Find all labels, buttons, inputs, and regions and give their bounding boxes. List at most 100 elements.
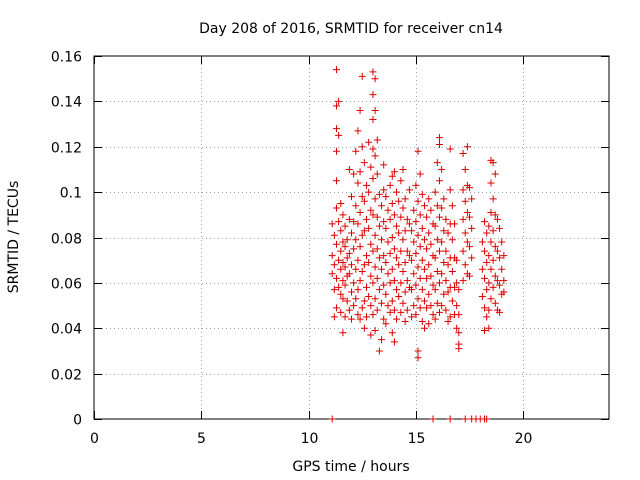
data-point — [375, 190, 383, 198]
x-axis-label: GPS time / hours — [292, 459, 409, 475]
data-point — [369, 247, 377, 255]
data-point — [485, 252, 493, 260]
data-point — [487, 209, 495, 217]
data-point — [352, 295, 360, 303]
data-point — [481, 304, 489, 312]
data-point — [332, 274, 340, 282]
data-point — [345, 249, 353, 257]
data-point — [412, 249, 420, 257]
x-tick-label: 0 — [90, 431, 99, 447]
data-point — [337, 199, 345, 207]
data-point — [350, 218, 358, 226]
data-point — [401, 258, 409, 266]
data-point — [371, 152, 379, 160]
data-point — [487, 295, 495, 303]
data-point — [444, 261, 452, 269]
plot-frame — [93, 55, 610, 420]
data-point — [337, 308, 345, 316]
data-point — [397, 308, 405, 316]
data-point — [435, 140, 443, 148]
data-point — [444, 288, 452, 296]
data-point — [369, 116, 377, 124]
data-point — [395, 261, 403, 269]
data-point — [388, 199, 396, 207]
data-point — [358, 304, 366, 312]
data-point — [363, 181, 371, 189]
data-point — [352, 147, 360, 155]
data-point — [360, 227, 368, 235]
data-point — [420, 265, 428, 273]
data-point — [373, 306, 381, 314]
data-point — [373, 274, 381, 282]
data-point — [500, 277, 508, 285]
data-point — [386, 279, 394, 287]
data-point — [378, 299, 386, 307]
data-point — [461, 229, 469, 237]
data-point — [416, 211, 424, 219]
data-point — [446, 145, 454, 153]
data-point — [382, 193, 390, 201]
data-point — [384, 206, 392, 214]
data-point — [410, 238, 418, 246]
data-point — [332, 177, 340, 185]
data-point — [408, 256, 416, 264]
data-point — [345, 215, 353, 223]
data-point — [365, 188, 373, 196]
data-point — [350, 302, 358, 310]
data-point — [478, 292, 486, 300]
data-point — [390, 338, 398, 346]
data-point — [401, 317, 409, 325]
data-point — [455, 286, 463, 294]
data-point — [425, 320, 433, 328]
y-tick-label: 0.14 — [51, 95, 82, 111]
data-point — [335, 256, 343, 264]
data-point — [330, 313, 338, 321]
data-point — [345, 306, 353, 314]
data-point — [371, 263, 379, 271]
data-point — [354, 127, 362, 135]
data-point — [384, 238, 392, 246]
data-point — [485, 222, 493, 230]
data-point — [343, 297, 351, 305]
data-point — [440, 227, 448, 235]
data-point — [367, 272, 375, 280]
data-point — [345, 270, 353, 278]
data-point — [369, 91, 377, 99]
data-point — [397, 213, 405, 221]
data-point — [491, 170, 499, 178]
data-point — [365, 258, 373, 266]
data-point — [390, 168, 398, 176]
data-point — [399, 204, 407, 212]
data-point — [397, 247, 405, 255]
data-point — [466, 184, 474, 192]
data-point — [358, 72, 366, 80]
data-point — [485, 324, 493, 332]
data-point — [328, 220, 336, 228]
data-point — [489, 256, 497, 264]
data-point — [382, 290, 390, 298]
data-point — [483, 258, 491, 266]
data-point — [373, 245, 381, 253]
data-point — [496, 254, 504, 262]
data-point — [498, 265, 506, 273]
data-point — [483, 229, 491, 237]
y-tick-label: 0.1 — [60, 186, 82, 202]
data-point — [328, 270, 336, 278]
data-point — [414, 147, 422, 155]
data-point — [420, 297, 428, 305]
y-tick-label: 0.16 — [51, 50, 82, 66]
data-point — [393, 286, 401, 294]
data-point — [390, 306, 398, 314]
data-point — [380, 252, 388, 260]
data-point — [373, 170, 381, 178]
data-point — [440, 290, 448, 298]
data-point — [435, 308, 443, 316]
data-point — [448, 236, 456, 244]
data-point — [330, 231, 338, 239]
data-point — [384, 270, 392, 278]
data-point — [418, 190, 426, 198]
data-point — [435, 177, 443, 185]
data-point — [483, 415, 491, 423]
data-point — [438, 165, 446, 173]
